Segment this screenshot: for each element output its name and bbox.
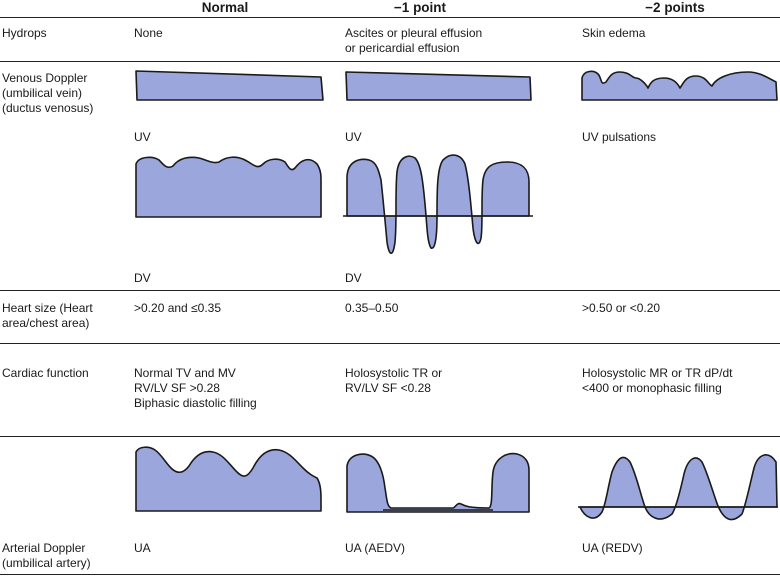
ua-label-normal: UA [134, 541, 151, 555]
uv-normal-waveform [135, 70, 324, 101]
row-divider-cardiac [0, 436, 780, 437]
row-label-heart-size: Heart size (Heart area/chest area) [2, 301, 93, 330]
ua-redv-waveform [578, 454, 778, 521]
uv-minus-1-waveform [345, 71, 532, 101]
heart-size-minus-2: >0.50 or <0.20 [582, 301, 661, 315]
cardiac-minus-2: Holosystolic MR or TR dP/dt <400 or mono… [582, 366, 733, 395]
uv-pulsations-label: UV pulsations [582, 130, 657, 144]
header-rule [0, 17, 780, 18]
row-divider-hydrops [0, 61, 780, 62]
dv-minus-1-waveform [343, 154, 533, 255]
hydrops-minus-1: Ascites or pleural effusion or pericardi… [345, 26, 483, 55]
cardiac-normal: Normal TV and MV RV/LV SF >0.28 Biphasic… [134, 366, 257, 410]
cardiac-minus-1: Holosystolic TR or RV/LV SF <0.28 [345, 366, 443, 395]
heart-size-minus-1: 0.35–0.50 [345, 301, 399, 315]
hydrops-normal: None [134, 26, 163, 40]
uv-label-normal: UV [134, 130, 151, 144]
header-minus-1-point: −1 point [393, 0, 447, 15]
row-label-cardiac-function: Cardiac function [2, 366, 89, 380]
row-label-venous-doppler: Venous Doppler (umbilical vein) (ductus … [2, 71, 94, 115]
dv-normal-waveform [135, 156, 322, 218]
row-divider-heart-size [0, 343, 780, 344]
header-normal: Normal [201, 0, 249, 15]
ua-aedv-waveform [346, 452, 530, 513]
uv-pulsations-waveform [581, 70, 778, 101]
hydrops-minus-2: Skin edema [582, 26, 646, 40]
dv-label-minus-1: DV [345, 271, 362, 285]
heart-size-normal: >0.20 and ≤0.35 [134, 301, 221, 315]
header-minus-2-points: −2 points [645, 0, 705, 15]
table-bottom-rule [0, 574, 780, 575]
row-divider-venous [0, 290, 780, 291]
ua-normal-waveform [135, 446, 322, 512]
dv-label-normal: DV [134, 271, 151, 285]
row-label-hydrops: Hydrops [2, 26, 47, 40]
uv-label-minus-1: UV [345, 130, 362, 144]
row-label-arterial-doppler: Arterial Doppler (umbilical artery) [2, 541, 91, 570]
ua-aedv-label: UA (AEDV) [345, 541, 406, 555]
ua-redv-label: UA (REDV) [582, 541, 643, 555]
